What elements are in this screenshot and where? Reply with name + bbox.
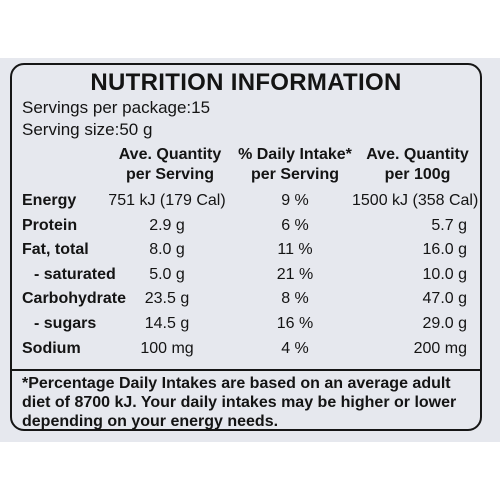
per-serving-value: 100 mg	[140, 339, 194, 357]
header-line: % Daily Intake*	[238, 146, 352, 163]
daily-intake-value: 16 %	[276, 314, 314, 332]
nutrient-name: Fat, total	[22, 241, 89, 259]
per-100g-value: 16.0 g	[422, 241, 467, 259]
table-row: Protein 2.9 g 6 % 5.7 g	[12, 215, 480, 240]
per-100g-value: 1500 kJ (358 Cal)	[352, 192, 479, 209]
per-serving-value: 751 kJ (179 Cal)	[108, 192, 226, 209]
servings-per-package: Servings per package:15	[22, 98, 211, 117]
header-line: per 100g	[384, 166, 451, 183]
per-serving-value: 2.9 g	[149, 216, 185, 234]
serving-size: Serving size:50 g	[22, 120, 153, 139]
nutrient-name: Sodium	[22, 339, 81, 357]
nutrient-name: Energy	[22, 192, 77, 209]
table-row: - saturated 5.0 g 21 % 10.0 g	[12, 264, 480, 289]
background-panel	[0, 58, 500, 442]
header-avg-quantity-per-serving: Ave. Quantity per Serving	[110, 145, 230, 185]
per-serving-value: 5.0 g	[149, 265, 185, 283]
nutrient-name: Carbohydrate	[22, 290, 127, 308]
daily-intake-value: 8 %	[281, 290, 309, 308]
table-row: Carbohydrate 23.5 g 8 % 47.0 g	[12, 288, 480, 313]
per-100g-value: 29.0 g	[422, 314, 467, 332]
per-serving-value: 8.0 g	[149, 241, 185, 259]
daily-intake-value: 4 %	[281, 339, 309, 357]
daily-intake-value: 11 %	[277, 241, 313, 259]
daily-intake-value: 9 %	[281, 192, 309, 209]
per-serving-value: 14.5 g	[144, 314, 190, 332]
nutrient-table: Energy 751 kJ (179 Cal) 9 % 1500 kJ (358 Ca…	[12, 190, 480, 362]
table-row: Fat, total 8.0 g 11 % 16.0 g	[12, 239, 480, 264]
nutrient-name: Protein	[22, 216, 78, 234]
footnote-divider	[12, 369, 480, 371]
header-line: per Serving	[125, 166, 215, 183]
panel-title: NUTRITION INFORMATION	[90, 69, 402, 96]
header-line: per Serving	[250, 166, 340, 183]
header-avg-quantity-per-100g: Ave. Quantity per 100g	[360, 145, 475, 185]
header-line: Ave. Quantity	[118, 146, 222, 163]
per-100g-value: 10.0 g	[422, 265, 467, 283]
header-daily-intake-per-serving: % Daily Intake* per Serving	[230, 145, 360, 185]
daily-intake-value: 21 %	[276, 265, 314, 283]
header-line: Ave. Quantity	[366, 146, 469, 163]
table-row: - sugars 14.5 g 16 % 29.0 g	[12, 313, 480, 338]
per-100g-value: 5.7 g	[431, 216, 467, 234]
nutrient-name: - saturated	[34, 265, 116, 283]
nutrient-name: - sugars	[34, 314, 97, 332]
table-row: Energy 751 kJ (179 Cal) 9 % 1500 kJ (358 Ca…	[12, 190, 480, 215]
nutrition-panel: NUTRITION INFORMATION Servings per packa…	[10, 63, 482, 431]
per-100g-value: 47.0 g	[422, 290, 467, 308]
daily-intake-value: 6 %	[281, 216, 309, 234]
per-serving-value: 23.5 g	[144, 290, 190, 308]
table-row: Sodium 100 mg 4 % 200 mg	[12, 338, 480, 363]
daily-intake-footnote: *Percentage Daily Intakes are based on a…	[22, 375, 457, 430]
per-100g-value: 200 mg	[413, 339, 467, 357]
